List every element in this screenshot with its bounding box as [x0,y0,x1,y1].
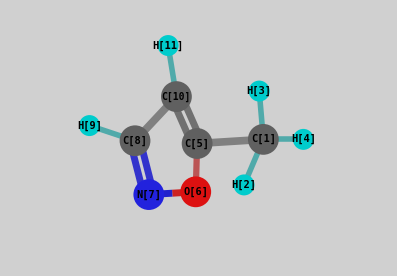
Circle shape [162,82,191,111]
Circle shape [183,129,212,158]
Text: H[11]: H[11] [152,40,184,51]
Text: N[7]: N[7] [136,189,161,200]
Text: H[2]: H[2] [231,180,256,190]
Circle shape [158,35,179,56]
Circle shape [293,129,314,150]
Text: C[1]: C[1] [251,134,276,145]
Text: C[5]: C[5] [185,138,210,149]
Text: C[10]: C[10] [162,91,191,102]
Circle shape [121,126,149,155]
Text: H[3]: H[3] [247,86,272,96]
Circle shape [233,174,254,195]
Circle shape [135,180,163,209]
Circle shape [249,81,270,102]
Text: C[8]: C[8] [123,136,148,146]
Text: H[4]: H[4] [291,134,316,145]
Text: H[9]: H[9] [77,120,102,131]
Circle shape [181,177,210,206]
Circle shape [79,115,100,136]
Circle shape [249,125,278,154]
Text: O[6]: O[6] [183,187,208,197]
